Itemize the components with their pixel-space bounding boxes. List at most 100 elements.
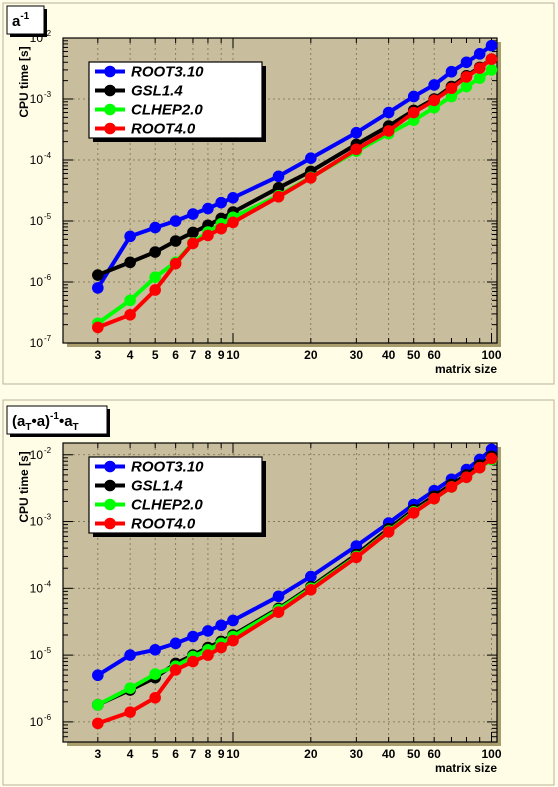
data-point-ROOT3.10 bbox=[187, 630, 199, 643]
data-point-ROOT4.0 bbox=[149, 691, 161, 704]
chart-panel-1: 3 4 5 6 7 8 9 10 20 30 40 50 60 10010-710-610-510-410… bbox=[2, 2, 555, 385]
y-tick-label: 10 bbox=[30, 515, 44, 529]
x-tick-label: 30 bbox=[350, 348, 364, 362]
y-tick-exponent: -5 bbox=[44, 646, 52, 655]
legend-swatch-marker bbox=[104, 517, 116, 530]
legend bbox=[88, 456, 263, 534]
data-point-ROOT4.0 bbox=[473, 461, 486, 474]
data-point-GSL1.4 bbox=[92, 269, 104, 281]
data-point-CLHEP2.0 bbox=[149, 271, 161, 283]
y-tick-exponent: -2 bbox=[44, 29, 52, 38]
x-tick-label: 3 bbox=[94, 348, 101, 362]
legend-entry: ROOT3.10 bbox=[131, 459, 204, 476]
data-point-ROOT4.0 bbox=[407, 507, 420, 519]
x-tick-label: 40 bbox=[382, 348, 396, 362]
data-point-ROOT4.0 bbox=[445, 82, 458, 95]
chart-panel-2: 3 4 5 6 7 8 9 10 20 30 40 50 60 10010-610-510-410-310… bbox=[2, 399, 555, 786]
legend-swatch-marker bbox=[104, 479, 116, 492]
data-point-ROOT3.10 bbox=[428, 79, 440, 91]
data-point-ROOT3.10 bbox=[124, 649, 136, 661]
data-point-GSL1.4 bbox=[169, 235, 182, 247]
data-point-ROOT3.10 bbox=[305, 152, 317, 165]
legend-entry: CLHEP2.0 bbox=[131, 102, 203, 119]
legend-entry: GSL1.4 bbox=[131, 83, 183, 100]
data-point-ROOT4.0 bbox=[382, 526, 395, 538]
title-segment: -1 bbox=[50, 411, 59, 422]
data-point-ROOT3.10 bbox=[382, 106, 395, 119]
data-point-ROOT4.0 bbox=[350, 551, 363, 564]
data-point-ROOT4.0 bbox=[92, 321, 104, 334]
x-tick-label: 9 bbox=[218, 348, 225, 362]
data-point-ROOT3.10 bbox=[169, 637, 182, 650]
data-point-ROOT3.10 bbox=[92, 669, 104, 682]
data-point-ROOT3.10 bbox=[473, 48, 486, 60]
data-point-GSL1.4 bbox=[187, 226, 199, 239]
x-tick-label: 100 bbox=[482, 747, 502, 761]
x-tick-label: 60 bbox=[427, 747, 441, 761]
data-point-ROOT3.10 bbox=[202, 625, 214, 637]
y-tick-exponent: -7 bbox=[44, 334, 52, 343]
x-tick-label: 6 bbox=[172, 348, 179, 362]
x-tick-label: 40 bbox=[382, 747, 396, 761]
data-point-ROOT3.10 bbox=[272, 590, 285, 603]
x-tick-label: 8 bbox=[205, 348, 212, 362]
legend-swatch-marker bbox=[104, 122, 116, 135]
y-tick-label: 10 bbox=[30, 153, 44, 167]
title-segment: (a bbox=[12, 413, 26, 430]
x-tick-label: 20 bbox=[304, 747, 318, 761]
data-point-ROOT4.0 bbox=[272, 606, 285, 618]
data-point-GSL1.4 bbox=[124, 256, 136, 269]
data-point-ROOT4.0 bbox=[92, 717, 104, 730]
x-axis-title: matrix size bbox=[435, 362, 497, 376]
legend-swatch-marker bbox=[104, 84, 116, 97]
data-point-ROOT3.10 bbox=[445, 65, 458, 78]
x-tick-label: 50 bbox=[407, 348, 421, 362]
data-point-CLHEP2.0 bbox=[485, 64, 498, 76]
data-point-CLHEP2.0 bbox=[124, 294, 136, 307]
data-point-ROOT3.10 bbox=[272, 170, 285, 183]
title-box bbox=[6, 5, 45, 35]
y-tick-exponent: -4 bbox=[44, 579, 52, 588]
y-tick-exponent: -5 bbox=[44, 212, 52, 221]
data-point-ROOT4.0 bbox=[202, 229, 214, 242]
data-point-ROOT4.0 bbox=[227, 634, 239, 647]
y-tick-exponent: -3 bbox=[44, 90, 52, 99]
data-point-ROOT3.10 bbox=[227, 192, 239, 204]
y-tick-label: 10 bbox=[30, 214, 44, 228]
title-segment: -1 bbox=[20, 11, 29, 22]
data-point-ROOT4.0 bbox=[215, 641, 227, 654]
x-tick-label: 4 bbox=[127, 747, 134, 761]
data-point-ROOT3.10 bbox=[149, 221, 161, 234]
chart-title: a-1 bbox=[12, 11, 30, 30]
x-tick-label: 9 bbox=[218, 747, 225, 761]
data-point-ROOT3.10 bbox=[215, 196, 227, 209]
x-tick-label: 100 bbox=[482, 348, 502, 362]
data-point-CLHEP2.0 bbox=[124, 682, 136, 694]
title-box bbox=[6, 405, 108, 435]
y-tick-exponent: -4 bbox=[44, 151, 52, 160]
x-tick-label: 30 bbox=[350, 747, 364, 761]
legend bbox=[88, 61, 263, 139]
title-segment: T bbox=[25, 422, 31, 433]
x-tick-label: 3 bbox=[94, 747, 101, 761]
data-point-ROOT4.0 bbox=[305, 584, 317, 596]
legend-entry: ROOT3.10 bbox=[131, 64, 204, 81]
title-segment: a bbox=[12, 13, 21, 30]
data-point-ROOT3.10 bbox=[460, 56, 473, 69]
data-point-ROOT3.10 bbox=[187, 208, 199, 220]
x-tick-label: 7 bbox=[190, 747, 197, 761]
data-point-ROOT4.0 bbox=[428, 94, 440, 107]
data-point-ROOT3.10 bbox=[350, 126, 363, 139]
data-point-ROOT3.10 bbox=[202, 202, 214, 215]
x-tick-label: 8 bbox=[205, 747, 212, 761]
x-tick-label: 6 bbox=[172, 747, 179, 761]
legend-swatch-marker bbox=[104, 460, 116, 473]
data-point-GSL1.4 bbox=[149, 246, 161, 258]
x-tick-label: 10 bbox=[226, 348, 240, 362]
y-tick-label: 10 bbox=[30, 448, 44, 462]
data-point-ROOT4.0 bbox=[215, 222, 227, 235]
y-tick-exponent: -6 bbox=[44, 273, 52, 282]
legend-swatch-marker bbox=[104, 65, 116, 78]
x-tick-label: 50 bbox=[407, 747, 421, 761]
